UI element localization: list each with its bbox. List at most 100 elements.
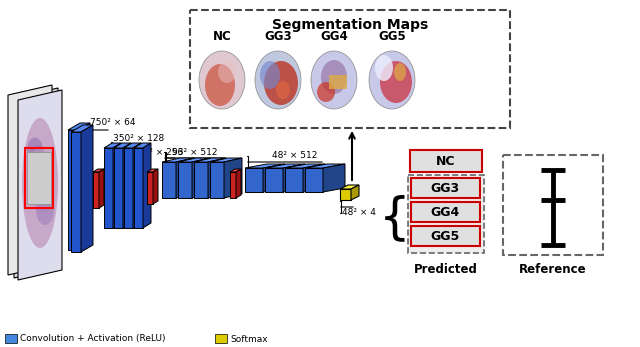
- Ellipse shape: [26, 147, 54, 203]
- Ellipse shape: [218, 61, 236, 83]
- Text: 350² × 128: 350² × 128: [113, 134, 164, 143]
- Polygon shape: [123, 143, 131, 228]
- Text: Softmax: Softmax: [230, 335, 268, 344]
- Polygon shape: [192, 158, 210, 198]
- Text: GG3: GG3: [431, 181, 460, 195]
- Polygon shape: [305, 168, 323, 192]
- Ellipse shape: [375, 55, 393, 81]
- Ellipse shape: [369, 51, 415, 109]
- Polygon shape: [340, 189, 351, 200]
- Polygon shape: [245, 164, 285, 168]
- Ellipse shape: [264, 61, 298, 105]
- Text: 187² × 256: 187² × 256: [132, 147, 183, 156]
- Text: GG4: GG4: [430, 205, 460, 219]
- Ellipse shape: [394, 63, 406, 81]
- Ellipse shape: [255, 51, 301, 109]
- Polygon shape: [104, 143, 121, 148]
- Polygon shape: [178, 162, 192, 198]
- Polygon shape: [134, 143, 151, 148]
- Bar: [329, 75, 347, 89]
- Polygon shape: [245, 168, 263, 192]
- Bar: [25, 148, 53, 208]
- Ellipse shape: [380, 61, 412, 103]
- Polygon shape: [143, 143, 151, 228]
- Bar: [5, 334, 17, 343]
- Text: GG5: GG5: [378, 30, 406, 43]
- Polygon shape: [71, 125, 93, 132]
- Polygon shape: [323, 164, 345, 192]
- Polygon shape: [340, 185, 359, 189]
- Bar: [215, 334, 227, 343]
- Bar: [411, 226, 480, 246]
- Polygon shape: [210, 158, 242, 162]
- Ellipse shape: [31, 178, 53, 212]
- Polygon shape: [93, 169, 104, 172]
- Polygon shape: [176, 158, 194, 198]
- Ellipse shape: [276, 81, 290, 99]
- Polygon shape: [71, 132, 81, 252]
- Polygon shape: [194, 158, 226, 162]
- Polygon shape: [283, 164, 305, 192]
- Polygon shape: [133, 143, 141, 228]
- Polygon shape: [224, 158, 242, 198]
- Ellipse shape: [205, 64, 235, 106]
- Polygon shape: [147, 169, 158, 172]
- Bar: [27, 152, 51, 204]
- Polygon shape: [18, 90, 62, 280]
- Polygon shape: [236, 169, 241, 198]
- Text: NC: NC: [212, 30, 232, 43]
- Ellipse shape: [28, 145, 48, 185]
- Text: GG3: GG3: [264, 30, 292, 43]
- Text: NC: NC: [436, 154, 456, 168]
- Bar: [411, 202, 480, 222]
- Polygon shape: [263, 164, 285, 192]
- Polygon shape: [104, 148, 113, 228]
- Bar: [411, 178, 480, 198]
- Polygon shape: [285, 164, 325, 168]
- Polygon shape: [208, 158, 226, 198]
- Text: Predicted: Predicted: [414, 263, 478, 276]
- Polygon shape: [114, 143, 131, 148]
- Polygon shape: [124, 148, 133, 228]
- Text: 48² × 4: 48² × 4: [342, 208, 376, 217]
- Polygon shape: [68, 130, 78, 250]
- Polygon shape: [305, 164, 345, 168]
- Text: 48² × 512: 48² × 512: [272, 151, 317, 160]
- Polygon shape: [162, 162, 176, 198]
- Polygon shape: [210, 162, 224, 198]
- Polygon shape: [230, 169, 241, 172]
- Ellipse shape: [199, 51, 245, 109]
- Polygon shape: [162, 158, 194, 162]
- Text: GG4: GG4: [320, 30, 348, 43]
- Polygon shape: [124, 143, 141, 148]
- Polygon shape: [99, 169, 104, 208]
- Polygon shape: [285, 168, 303, 192]
- Ellipse shape: [260, 61, 280, 89]
- Ellipse shape: [321, 60, 347, 94]
- Polygon shape: [265, 168, 283, 192]
- Ellipse shape: [36, 195, 54, 225]
- Polygon shape: [14, 88, 58, 278]
- Polygon shape: [147, 172, 153, 204]
- Ellipse shape: [317, 82, 335, 102]
- Text: Reference: Reference: [519, 263, 587, 276]
- Bar: [408, 175, 484, 253]
- Ellipse shape: [27, 137, 43, 162]
- Polygon shape: [194, 162, 208, 198]
- Polygon shape: [265, 164, 305, 168]
- Polygon shape: [8, 85, 52, 275]
- Polygon shape: [153, 169, 158, 204]
- Text: {: {: [379, 194, 411, 242]
- Polygon shape: [81, 125, 93, 252]
- Polygon shape: [351, 185, 359, 200]
- Polygon shape: [68, 123, 90, 130]
- Text: Convolution + Activation (ReLU): Convolution + Activation (ReLU): [20, 335, 166, 344]
- Polygon shape: [113, 143, 121, 228]
- Ellipse shape: [22, 118, 58, 248]
- Text: GG5: GG5: [430, 229, 460, 243]
- Polygon shape: [93, 172, 99, 208]
- Text: Segmentation Maps: Segmentation Maps: [272, 18, 428, 32]
- Polygon shape: [230, 172, 236, 198]
- Bar: [190, 10, 510, 128]
- Polygon shape: [134, 148, 143, 228]
